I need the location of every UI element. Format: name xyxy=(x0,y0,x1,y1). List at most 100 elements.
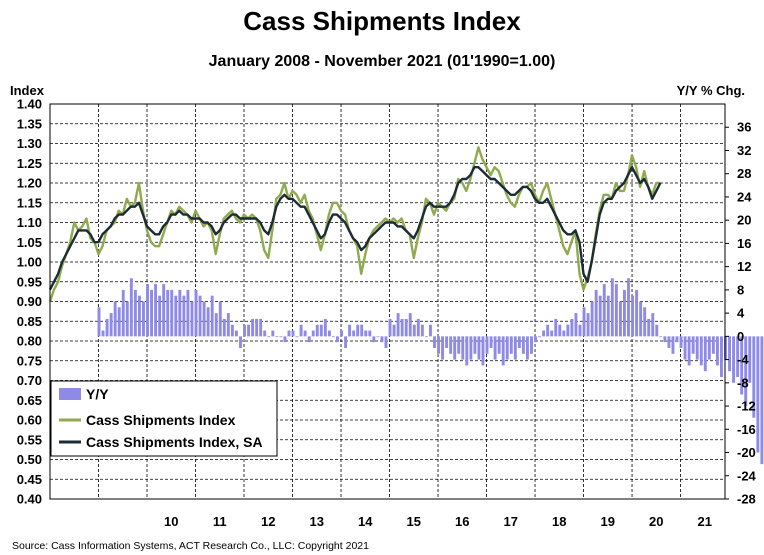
bar-yy xyxy=(594,289,598,337)
bar-yy xyxy=(469,336,473,360)
bar-yy xyxy=(521,336,525,354)
bar-yy xyxy=(113,301,117,337)
bar-yy xyxy=(259,318,263,337)
bar-yy xyxy=(530,336,533,354)
bar-yy xyxy=(752,336,756,418)
bar-yy xyxy=(675,336,679,343)
x-tick-label: 21 xyxy=(698,514,712,529)
bar-yy xyxy=(651,313,655,337)
right-tick-label: -24 xyxy=(737,468,757,483)
bar-yy xyxy=(756,336,760,453)
right-tick-label: -28 xyxy=(737,492,756,507)
bar-yy xyxy=(720,336,723,378)
bar-yy xyxy=(691,336,695,354)
line-cass-shipments-sa xyxy=(48,165,662,291)
bar-yy xyxy=(534,336,537,343)
right-tick-label: 20 xyxy=(737,213,751,228)
bar-yy xyxy=(412,324,416,337)
bar-yy xyxy=(517,336,521,348)
bar-yy xyxy=(271,330,275,337)
left-tick-label: 1.15 xyxy=(17,195,42,210)
bar-yy xyxy=(239,336,242,348)
bar-yy xyxy=(578,324,582,337)
bar-yy xyxy=(574,313,578,337)
bar-yy xyxy=(356,324,360,337)
bar-yy xyxy=(344,336,348,348)
bar-yy xyxy=(505,336,509,360)
x-tick-label: 20 xyxy=(649,514,663,529)
bar-yy xyxy=(643,307,647,337)
x-tick-label: 19 xyxy=(601,514,615,529)
left-tick-label: 0.75 xyxy=(17,353,42,368)
bar-yy xyxy=(606,295,610,337)
left-tick-label: 1.20 xyxy=(17,176,42,191)
right-tick-label: 8 xyxy=(737,282,744,297)
bar-yy xyxy=(291,330,295,337)
bar-yy xyxy=(711,336,715,354)
bar-yy xyxy=(473,336,477,354)
left-tick-label: 1.00 xyxy=(17,255,42,270)
chart-subtitle: January 2008 - November 2021 (01'1990=1.… xyxy=(208,53,556,70)
legend-box xyxy=(50,380,278,457)
bar-yy xyxy=(319,324,323,337)
bar-yy xyxy=(251,318,255,337)
bar-yy xyxy=(384,336,388,348)
x-tick-label: 10 xyxy=(164,514,178,529)
bar-yy xyxy=(117,307,121,337)
bar-yy xyxy=(404,318,408,337)
bar-yy xyxy=(109,313,113,337)
bar-yy xyxy=(408,313,412,337)
bar-yy xyxy=(728,336,731,372)
bar-yy xyxy=(679,336,683,348)
bar-yy xyxy=(538,336,542,338)
bar-yy xyxy=(509,336,513,354)
bar-yy xyxy=(105,318,109,337)
x-axis-ticks: 10 11 12 13 14 15 16 17 18 19 20 21 xyxy=(164,514,712,529)
right-tick-label: -4 xyxy=(737,352,749,367)
x-tick-label: 11 xyxy=(213,514,227,529)
bar-yy xyxy=(424,336,428,338)
bar-yy xyxy=(202,301,206,337)
bar-yy xyxy=(437,336,440,354)
right-tick-label: 0 xyxy=(737,329,744,344)
bar-yy xyxy=(206,307,210,337)
bar-yy xyxy=(97,307,101,337)
left-tick-label: 0.65 xyxy=(17,393,42,408)
left-tick-label: 1.25 xyxy=(17,156,42,171)
left-tick-label: 1.30 xyxy=(17,136,42,151)
bar-yy xyxy=(388,318,392,337)
bar-yy xyxy=(744,336,748,407)
bar-yy xyxy=(255,318,259,337)
bar-yy xyxy=(315,324,319,337)
bar-yy xyxy=(501,336,505,366)
plot-border xyxy=(49,103,726,500)
right-tick-label: 24 xyxy=(737,189,752,204)
bar-yy xyxy=(740,336,744,395)
x-tick-label: 12 xyxy=(261,514,275,529)
bar-yy xyxy=(635,289,639,337)
bar-yy xyxy=(170,289,174,337)
x-tick-label: 15 xyxy=(407,514,421,529)
bar-yy xyxy=(275,336,279,338)
bar-yy xyxy=(497,336,501,354)
bar-yy xyxy=(489,336,493,348)
right-tick-label: 32 xyxy=(737,143,751,158)
bar-yy xyxy=(146,284,149,337)
right-tick-label: 16 xyxy=(737,236,751,251)
bar-yy xyxy=(445,336,449,348)
bar-yy xyxy=(570,318,574,337)
left-tick-label: 0.95 xyxy=(17,274,42,289)
right-tick-label: -12 xyxy=(737,399,756,414)
bar-yy xyxy=(614,284,618,337)
bar-yy xyxy=(222,318,226,337)
bar-yy xyxy=(352,330,356,337)
right-tick-label: -8 xyxy=(737,375,749,390)
bar-yy xyxy=(671,336,675,354)
bar-yy xyxy=(416,318,420,337)
bar-yy xyxy=(392,324,396,337)
left-tick-label: 0.50 xyxy=(17,452,42,467)
bar-yy xyxy=(748,336,752,383)
bar-yy xyxy=(218,301,222,337)
bar-yy xyxy=(226,313,230,337)
bar-yy xyxy=(562,330,566,337)
